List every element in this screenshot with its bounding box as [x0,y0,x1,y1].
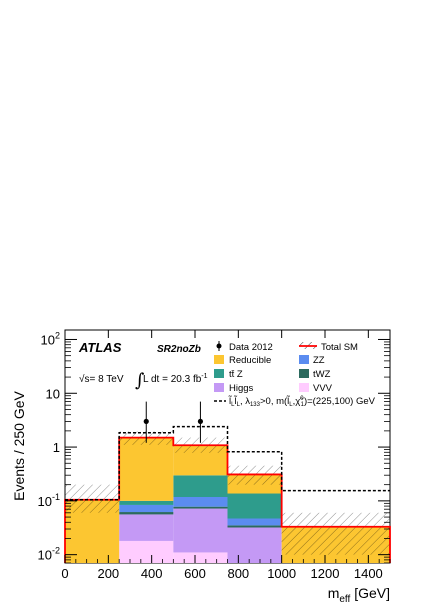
legend-signal: l̃Ll̃L, λ133>0, m(l̃L,χ̃0 1)=(225,100) Ge… [214,395,376,408]
legend-higgs: Higgs [214,383,254,394]
bar-higgs-3 [227,527,282,563]
bar-vvv-1 [119,540,174,563]
x-tick-label-1000: 1000 [267,566,296,581]
sqrt-s-label: √s= 8 TeV [79,373,124,385]
legend-ttz-swatch [214,369,224,378]
x-tick-label-0: 0 [61,566,68,581]
bar-zz-3 [227,518,282,526]
axis-layer: 0 200 400 600 800 1000 1200 1400 10-2 10-1 1 10 102 [38,330,391,581]
bar-ttz-3 [227,493,282,519]
integral-sign: ∫ [135,370,145,391]
bar-zz-2 [173,497,228,507]
x-axis-title-main: m [328,585,340,601]
data-point-1 [197,418,204,425]
legend-ttz: tt̄ Z [214,369,243,380]
bar-reducible-1 [119,437,174,501]
legend-vvv-swatch [299,383,309,392]
bar-vvv-2 [173,552,228,563]
signal-line [65,425,390,501]
legend-twz-label: tWZ [313,369,331,380]
lumi-sup: -1 [201,373,207,380]
x-tick-label-800: 800 [227,566,249,581]
x-axis-title-sub: eff [339,594,350,605]
legend-higgs-swatch [214,383,224,392]
signal-layer [65,425,390,501]
region-label: SR2noZb [157,344,201,355]
legend-ttz-label: tt̄ Z [229,369,243,380]
legend-twz-swatch [299,369,309,378]
legend-reducible: Reducible [214,355,271,366]
uncertainty-band-4 [281,512,390,555]
y-tick-label-0.01: 10-2 [38,546,60,563]
legend-data: Data 2012 [216,341,273,353]
legend-zz: ZZ [299,355,325,366]
legend-twz: tWZ [299,369,331,380]
x-tick-label-600: 600 [184,566,206,581]
lumi-main: L dt = 20.3 fb [143,374,202,385]
x-tick-label-200: 200 [97,566,119,581]
bar-higgs-1 [119,514,174,541]
bar-ttz-2 [173,475,228,498]
uncertainty-band-0 [65,484,120,513]
lumi-label: L dt = 20.3 fb-1 [143,373,208,385]
legend-reducible-swatch [214,355,224,364]
bar-ttz-1 [119,500,174,505]
legend-signal-label: l̃Ll̃L, λ133>0, m(l̃L,χ̃0 1)=(225,100) Ge… [228,395,376,408]
y-axis-title: Events / 250 GeV [11,390,27,500]
bar-zz-1 [119,504,174,513]
x-tick-label-400: 400 [141,566,163,581]
bar-higgs-2 [173,508,228,553]
y-tick-label-0.1: 10-1 [38,492,60,509]
data-layer [143,401,204,443]
atlas-label: ATLAS [78,340,122,355]
legend: Data 2012 Total SM Reducible ZZ tt̄ Z tW… [214,341,376,408]
y-tick-label-100: 102 [41,330,60,347]
legend-higgs-label: Higgs [229,383,254,394]
legend-data-label: Data 2012 [229,342,273,353]
x-tick-label-1400: 1400 [354,566,383,581]
legend-total-sm-label: Total SM [321,342,358,353]
legend-zz-label: ZZ [313,355,325,366]
legend-reducible-label: Reducible [229,355,271,366]
y-tick-label-10: 10 [46,386,60,401]
bar-twz-2 [173,506,228,509]
x-axis-title: meff [GeV] [328,585,390,605]
legend-vvv: VVV [299,383,333,394]
legend-total-sm: Total SM [299,342,358,353]
legend-data-marker [216,343,222,349]
x-axis-title-unit: [GeV] [350,585,390,601]
legend-zz-swatch [299,355,309,364]
legend-vvv-label: VVV [313,383,333,394]
x-tick-label-1200: 1200 [311,566,340,581]
data-point-0 [143,418,149,425]
y-tick-label-1: 1 [53,440,60,455]
bar-twz-1 [119,512,174,515]
bar-twz-3 [227,525,282,528]
